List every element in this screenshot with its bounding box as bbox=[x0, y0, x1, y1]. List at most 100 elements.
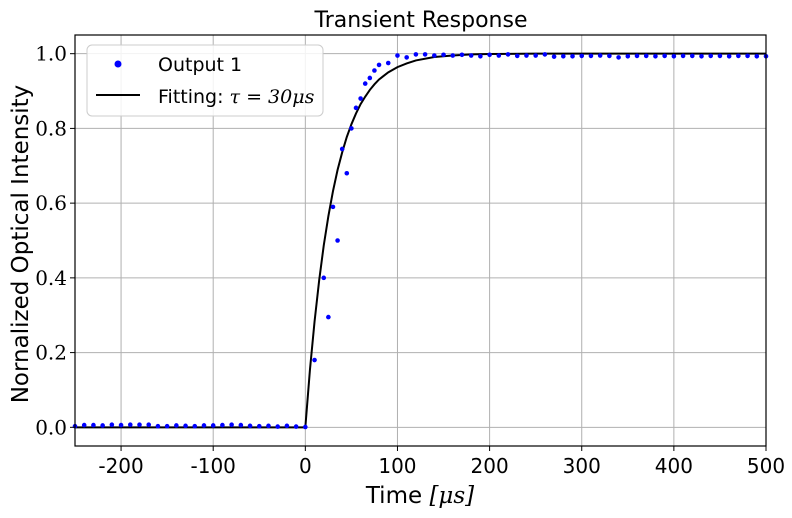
x-tick-label: 0 bbox=[299, 454, 312, 478]
output-1-point bbox=[293, 424, 299, 429]
output-1-point bbox=[109, 422, 115, 428]
x-axis-label-text: Time bbox=[365, 483, 430, 509]
output-1-point bbox=[201, 423, 207, 428]
legend: Output 1 Fitting: τ = 30μs bbox=[86, 44, 324, 117]
output-1-point bbox=[441, 52, 446, 58]
output-1-point bbox=[367, 75, 373, 81]
output-1-point bbox=[422, 52, 428, 57]
output-1-point bbox=[344, 170, 350, 176]
output-1-point bbox=[496, 53, 502, 58]
output-1-point bbox=[745, 53, 750, 59]
output-1-point bbox=[450, 53, 456, 58]
output-1-point bbox=[625, 54, 631, 59]
output-1-point bbox=[362, 81, 368, 86]
output-1-point bbox=[238, 422, 244, 428]
output-1-point bbox=[634, 53, 640, 59]
output-1-point bbox=[210, 423, 216, 428]
x-tick-label: -200 bbox=[98, 454, 143, 478]
output-1-point bbox=[478, 54, 483, 59]
output-1-point bbox=[100, 423, 105, 428]
output-1-point bbox=[155, 423, 161, 429]
output-1-point bbox=[533, 53, 538, 58]
output-1-point bbox=[303, 424, 308, 430]
output-1-point bbox=[372, 68, 377, 73]
output-1-point bbox=[183, 423, 188, 429]
output-1-point bbox=[220, 422, 225, 428]
output-1-point bbox=[643, 53, 649, 59]
output-1-point bbox=[312, 357, 317, 363]
output-1-point bbox=[395, 53, 400, 58]
legend-fitting-label-text: Fitting: bbox=[158, 86, 230, 108]
output-1-point bbox=[326, 314, 331, 320]
output-1-point bbox=[597, 53, 603, 58]
output-1-point bbox=[413, 52, 419, 57]
output-1-point bbox=[616, 55, 621, 60]
output-1-point bbox=[468, 53, 474, 58]
x-tick-label: -100 bbox=[191, 454, 236, 478]
output-1-series bbox=[72, 52, 769, 430]
legend-fitting-label: Fitting: τ = 30μs bbox=[158, 86, 315, 108]
output-1-point bbox=[118, 422, 124, 428]
x-tick-label: 400 bbox=[655, 454, 693, 478]
output-1-point bbox=[164, 423, 170, 429]
output-1-point bbox=[653, 54, 658, 59]
output-1-point bbox=[717, 53, 723, 59]
output-1-point bbox=[432, 53, 437, 58]
output-1-point bbox=[662, 53, 667, 59]
output-1-point bbox=[514, 53, 520, 59]
output-1-point bbox=[736, 53, 741, 59]
output-1-point bbox=[754, 54, 760, 59]
x-tick-label: 200 bbox=[471, 454, 509, 478]
output-1-point bbox=[91, 422, 96, 428]
legend-output-1-label: Output 1 bbox=[158, 54, 242, 76]
output-1-point bbox=[137, 422, 142, 428]
output-1-point bbox=[542, 52, 548, 57]
y-tick-label: 0.2 bbox=[35, 341, 67, 365]
legend-output-1-marker bbox=[114, 60, 122, 68]
output-1-point bbox=[247, 423, 253, 429]
x-axis-ticks: -200 -100 0 100 200 300 400 500 bbox=[98, 446, 785, 478]
output-1-point bbox=[505, 52, 511, 57]
output-1-point bbox=[174, 423, 179, 428]
output-1-point bbox=[275, 424, 280, 429]
output-1-point bbox=[335, 238, 340, 243]
output-1-point bbox=[680, 53, 686, 59]
output-1-point bbox=[353, 105, 359, 111]
output-1-point bbox=[358, 96, 363, 101]
legend-fitting-label-math: τ = 30μs bbox=[230, 86, 315, 108]
plot-frame bbox=[74, 34, 767, 447]
chart-title: Transient Response bbox=[313, 8, 527, 33]
output-1-point bbox=[588, 53, 594, 59]
output-1-point bbox=[81, 422, 87, 428]
output-1-point bbox=[321, 275, 327, 281]
output-1-point bbox=[127, 422, 133, 428]
output-1-point bbox=[607, 53, 612, 59]
output-1-point bbox=[192, 423, 198, 429]
output-1-point bbox=[487, 52, 492, 58]
y-tick-label: 1.0 bbox=[35, 42, 67, 66]
x-axis-label: Time [μs] bbox=[365, 483, 474, 509]
legend-box bbox=[86, 44, 324, 117]
output-1-point bbox=[146, 422, 152, 428]
output-1-point bbox=[524, 53, 529, 58]
output-1-point bbox=[266, 423, 271, 429]
output-1-point bbox=[256, 423, 262, 429]
output-1-point bbox=[330, 204, 336, 210]
output-1-point bbox=[284, 423, 290, 429]
output-1-point bbox=[459, 52, 465, 58]
x-tick-label: 500 bbox=[747, 454, 785, 478]
y-axis-label: Nornalized Optical Intensity bbox=[8, 85, 34, 404]
output-1-point bbox=[376, 62, 382, 68]
y-tick-label: 0.0 bbox=[35, 415, 67, 439]
output-1-point bbox=[726, 54, 732, 59]
output-1-point bbox=[229, 422, 234, 428]
output-1-point bbox=[551, 54, 557, 59]
y-axis-ticks: 0.0 0.2 0.4 0.6 0.8 1.0 bbox=[35, 42, 75, 439]
output-1-point bbox=[689, 53, 695, 59]
output-1-point bbox=[699, 54, 704, 59]
output-1-point bbox=[579, 53, 585, 59]
output-1-point bbox=[671, 54, 677, 59]
output-1-point bbox=[385, 60, 391, 66]
output-1-point bbox=[349, 126, 354, 131]
